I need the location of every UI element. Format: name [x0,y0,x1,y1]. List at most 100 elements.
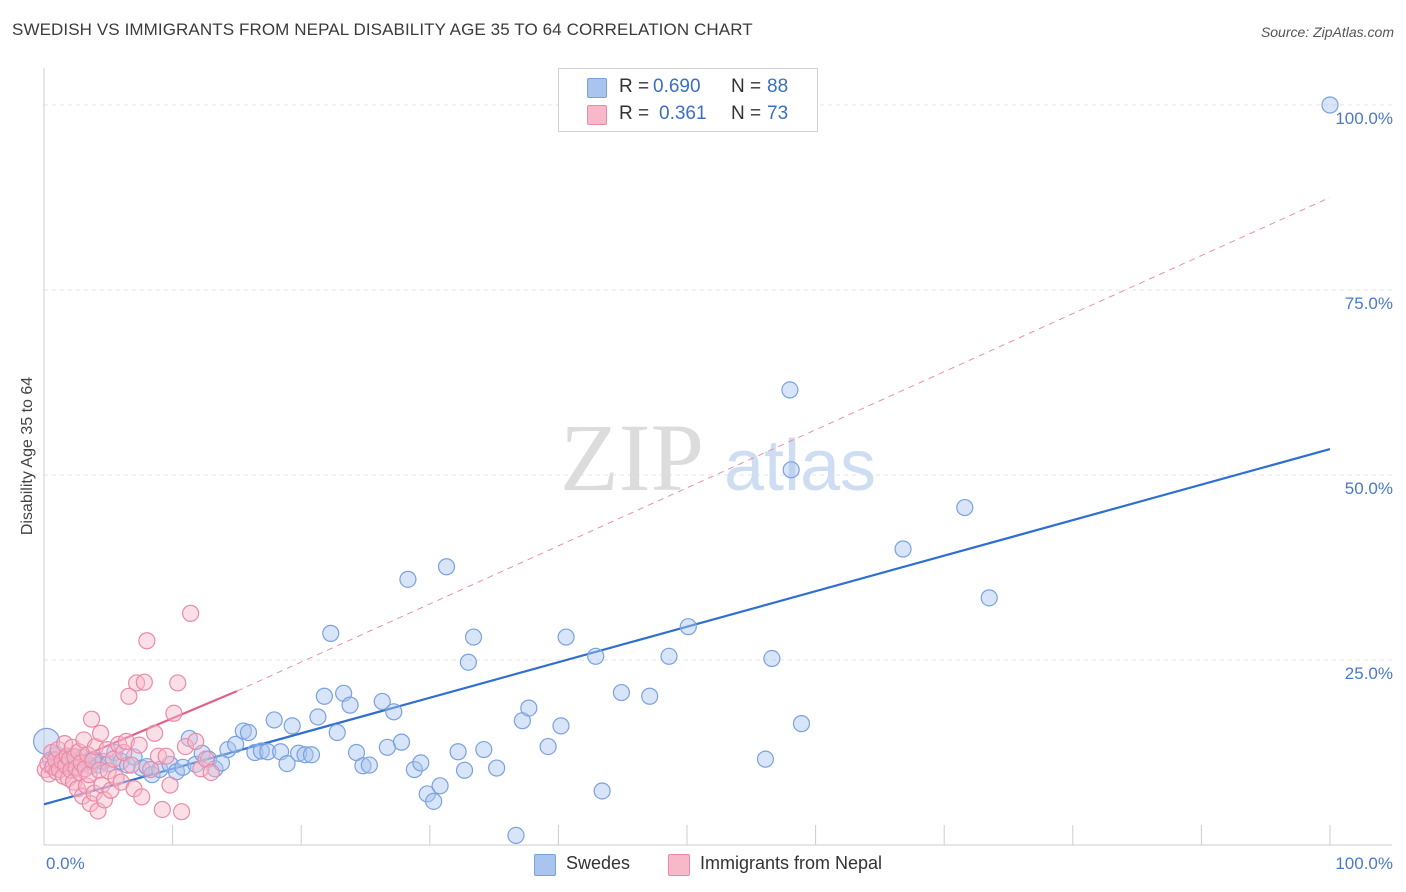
point-swedes [612,683,631,702]
point-nepal [120,687,138,705]
point-nepal [192,760,210,778]
point-swedes [392,733,411,751]
watermark-zip: ZIP [560,404,704,511]
point-swedes [437,558,456,576]
x-tick-label-right: 100.0% [1335,854,1393,873]
point-nepal [91,724,110,742]
point-nepal [161,776,179,794]
point-swedes [328,723,346,742]
point-nepal [80,766,98,784]
legend-swatch-swedes [534,854,556,876]
point-swedes [956,498,974,517]
legend-r-label: R = [619,76,650,97]
tick-labels: 25.0% 50.0% 75.0% 100.0% 0.0% 100.0% [46,109,1393,873]
point-swedes [227,735,245,753]
point-swedes [360,756,378,774]
point-nepal [122,756,141,774]
point-nepal [115,743,133,762]
axes [43,68,1392,846]
point-nepal [187,732,205,751]
legend-row-swedes: R = 0.690 N = 88 [559,74,817,102]
point-nepal [90,761,108,779]
point-swedes [587,647,605,665]
series-swedes [32,96,1339,844]
point-swedes [475,740,493,759]
legend-r-label: R = [619,103,650,124]
point-swedes [322,624,340,642]
series-legend: Swedes Immigrants from Nepal [0,852,1406,878]
point-nepal [135,673,153,691]
point-swedes [464,628,483,646]
point-nepal [176,737,195,756]
point-swedes [593,782,611,800]
point-swedes [252,742,270,760]
y-tick-label: 50.0% [1345,479,1393,498]
y-tick-label: 25.0% [1345,664,1393,683]
point-swedes [557,628,575,646]
point-swedes [459,653,477,671]
point-nepal [117,732,135,751]
point-swedes [296,746,314,764]
point-swedes [315,687,333,705]
point-nepal [157,747,175,765]
x-tick-label-left: 0.0% [46,854,85,873]
point-nepal [82,710,101,728]
point-nepal [84,752,102,770]
point-nepal [169,674,187,692]
point-swedes [792,715,811,733]
point-swedes [894,540,912,558]
legend-swatch-nepal [668,854,690,876]
point-swedes [507,826,525,844]
point-swedes [354,757,372,775]
point-swedes [425,792,443,810]
legend-label-swedes: Swedes [566,853,631,873]
point-nepal [165,704,183,722]
legend-label-nepal: Immigrants from Nepal [700,853,883,873]
point-nepal [133,788,151,806]
point-nepal [138,632,156,650]
point-nepal [153,800,171,819]
watermark-atlas: atlas [724,426,876,506]
trend-line-nepal-extended [236,197,1331,692]
legend-n-value: 88 [767,76,789,97]
watermark: ZIP atlas [560,404,876,511]
point-swedes [385,703,403,721]
point-swedes [399,570,417,588]
chart-title: SWEDISH VS IMMIGRANTS FROM NEPAL DISABIL… [12,20,753,39]
point-swedes [552,717,570,735]
gridlines [44,104,1392,661]
point-swedes [782,461,800,479]
point-swedes [259,743,277,761]
point-swedes [455,761,474,779]
legend-swatch-swedes [587,78,607,98]
point-swedes [341,696,359,714]
point-swedes [405,760,423,779]
point-swedes [781,381,799,399]
point-swedes [641,687,659,705]
point-nepal [182,604,200,622]
point-swedes [449,743,467,761]
point-swedes [980,589,998,607]
point-nepal [130,736,148,754]
legend-n-label: N = [731,76,762,97]
legend-row-nepal: R = 0.361 N = 73 [559,101,817,129]
correlation-legend: R = 0.690 N = 88 R = 0.361 N = 73 [558,68,818,132]
point-swedes [756,750,775,768]
point-swedes [302,746,321,764]
point-swedes [412,754,430,772]
point-swedes [283,717,301,735]
y-tick-label: 75.0% [1345,294,1393,313]
series-nepal [36,604,220,821]
point-swedes [174,758,192,776]
point-swedes [265,711,283,729]
point-swedes [431,777,449,795]
point-nepal [202,763,220,782]
point-swedes [763,649,781,668]
point-swedes [679,618,697,636]
point-nepal [95,791,114,809]
point-nepal [173,803,191,821]
legend-n-value: 73 [767,103,789,124]
point-swedes [539,737,557,756]
y-tick-label: 100.0% [1335,109,1393,128]
